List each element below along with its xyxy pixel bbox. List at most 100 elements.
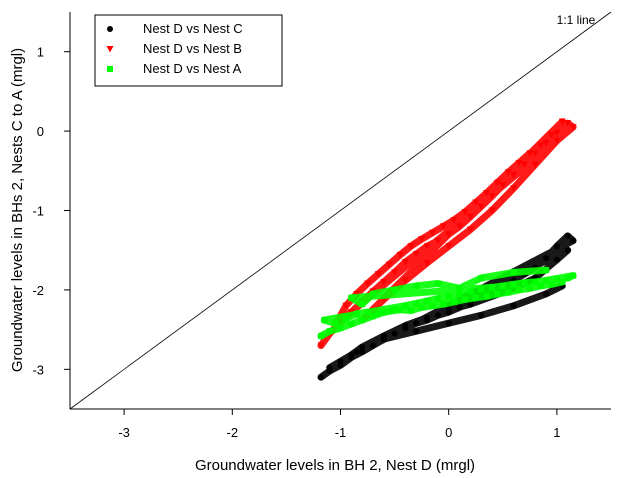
data-point [559, 278, 566, 285]
data-point [461, 209, 469, 216]
data-point [461, 296, 468, 303]
data-point [542, 140, 550, 147]
data-point [337, 325, 344, 332]
data-point [332, 320, 339, 327]
data-point [364, 309, 371, 316]
data-point [380, 278, 388, 286]
data-point [478, 274, 485, 281]
data-point [380, 336, 387, 343]
data-point [451, 298, 458, 305]
data-point [418, 304, 425, 311]
data-point [543, 277, 550, 284]
data-point [510, 302, 517, 309]
data-point [488, 193, 496, 200]
data-point [466, 226, 474, 234]
data-point [434, 280, 441, 287]
y-axis-ticks: -3 -2 -1 0 1 [32, 45, 70, 377]
data-point [516, 286, 523, 293]
data-point [553, 129, 561, 137]
data-point [494, 290, 501, 297]
data-point [477, 203, 485, 211]
data-point [434, 237, 442, 245]
legend: Nest D vs Nest C Nest D vs Nest B Nest D v… [94, 14, 283, 87]
data-point [558, 118, 566, 126]
data-point [440, 301, 447, 308]
data-point [483, 190, 491, 197]
data-point [364, 280, 372, 288]
y-tick-label: -1 [32, 204, 44, 219]
data-point [342, 315, 349, 322]
data-point [353, 348, 360, 355]
data-point [359, 348, 366, 355]
y-tick-label: 0 [37, 124, 44, 139]
data-point [401, 259, 409, 266]
data-point [445, 306, 452, 313]
data-point [456, 223, 464, 230]
data-point [374, 271, 382, 278]
data-point [369, 342, 376, 349]
legend-marker [107, 66, 113, 72]
data-point [543, 267, 550, 274]
data-point [488, 284, 495, 291]
data-point [499, 282, 506, 289]
legend-marker [107, 26, 113, 32]
data-point [478, 312, 485, 319]
data-point [424, 314, 431, 321]
data-point [445, 320, 452, 327]
data-point [510, 171, 518, 179]
x-tick-label: -1 [335, 425, 347, 440]
data-point [326, 364, 333, 371]
data-point [532, 278, 539, 285]
data-point [407, 307, 414, 314]
data-point [412, 251, 420, 258]
data-point [504, 169, 512, 176]
y-tick-label: -2 [32, 283, 44, 298]
data-point [445, 231, 453, 238]
data-point [402, 302, 409, 309]
data-point [547, 132, 555, 139]
data-point [396, 251, 404, 259]
data-point [570, 237, 577, 244]
data-point [391, 330, 398, 337]
data-point [318, 374, 325, 381]
data-point [537, 142, 545, 149]
data-point [348, 294, 355, 301]
data-point [342, 302, 350, 310]
data-point [483, 293, 490, 300]
legend-marker [106, 46, 114, 53]
data-point [385, 261, 393, 268]
data-point [348, 321, 355, 328]
data-point [423, 243, 431, 250]
data-point [466, 213, 474, 221]
data-point [402, 322, 409, 329]
data-point [359, 317, 366, 324]
data-point [391, 286, 398, 293]
data-point [413, 320, 420, 327]
legend-entry-label: Nest D vs Nest C [143, 21, 243, 36]
data-point [569, 124, 577, 131]
series-layer [317, 118, 577, 381]
data-point [467, 301, 474, 308]
data-point [386, 308, 393, 315]
data-point [531, 161, 539, 168]
data-point [526, 285, 533, 292]
legend-entry-label: Nest D vs Nest A [143, 61, 242, 76]
data-point [445, 243, 453, 250]
data-point [520, 161, 528, 168]
data-point [548, 281, 555, 288]
data-point [428, 229, 436, 237]
data-point [456, 304, 463, 311]
data-point [456, 290, 463, 297]
data-point [510, 185, 518, 192]
data-point [391, 269, 399, 276]
data-point [369, 313, 376, 320]
data-point [413, 300, 420, 307]
data-point [380, 309, 387, 316]
data-point [407, 243, 415, 250]
data-point [418, 236, 426, 243]
data-point [321, 317, 328, 324]
data-point [434, 312, 441, 319]
data-point [564, 232, 571, 239]
data-point [445, 293, 452, 300]
data-point [505, 289, 512, 296]
